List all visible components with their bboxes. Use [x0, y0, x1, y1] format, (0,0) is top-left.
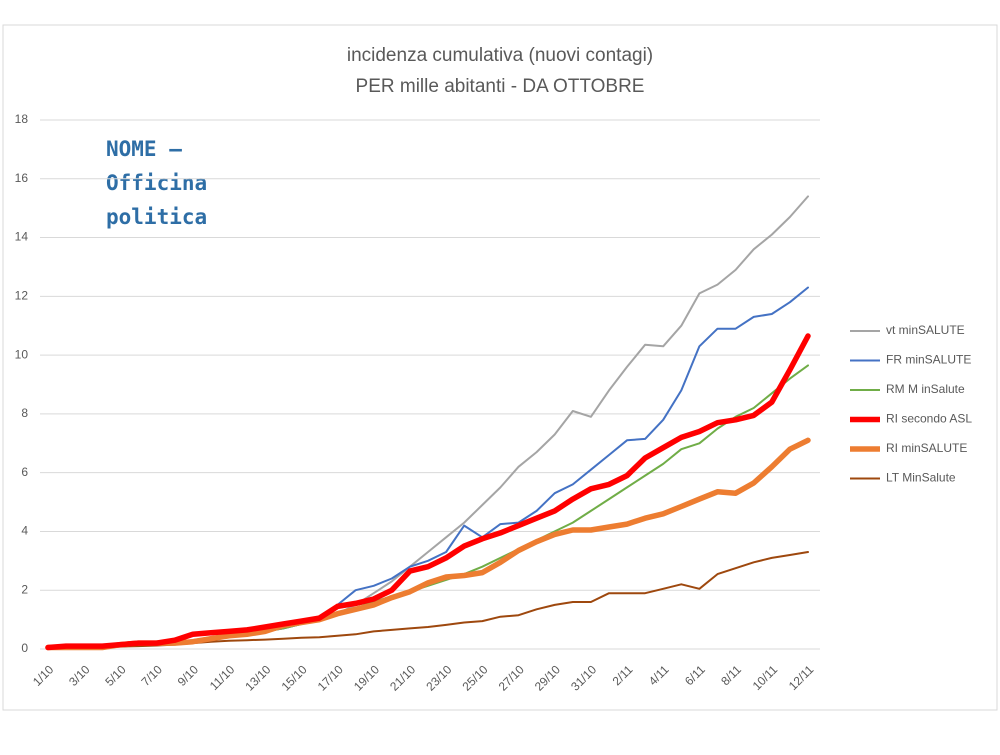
legend-label: RI secondo ASL: [886, 412, 972, 426]
annotation: politica: [106, 205, 207, 229]
data-line: [45, 333, 811, 651]
chart-title: incidenza cumulativa (nuovi contagi): [347, 45, 653, 66]
y-tick-label: 6: [21, 465, 28, 479]
y-tick-label: 0: [21, 641, 28, 655]
chart-frame: [2, 24, 998, 711]
y-tick-label: 10: [15, 347, 29, 361]
y-tick-label: 18: [15, 112, 29, 126]
y-tick-label: 14: [15, 230, 29, 244]
y-tick-label: 16: [15, 171, 29, 185]
chart-title: PER mille abitanti - DA OTTOBRE: [356, 76, 645, 97]
y-tick-label: 4: [21, 524, 28, 538]
annotation: NOME –: [106, 137, 182, 161]
legend-label: RM M inSalute: [886, 382, 965, 396]
y-tick-label: 8: [21, 406, 28, 420]
legend-label: vt minSALUTE: [886, 323, 965, 337]
legend-label: LT MinSalute: [886, 471, 956, 485]
y-tick-label: 12: [15, 289, 29, 303]
data-line: [45, 437, 811, 651]
legend-label: FR minSALUTE: [886, 353, 971, 367]
legend-label: RI minSALUTE: [886, 441, 967, 455]
y-tick-label: 2: [21, 582, 28, 596]
annotation: Officina: [106, 171, 207, 195]
